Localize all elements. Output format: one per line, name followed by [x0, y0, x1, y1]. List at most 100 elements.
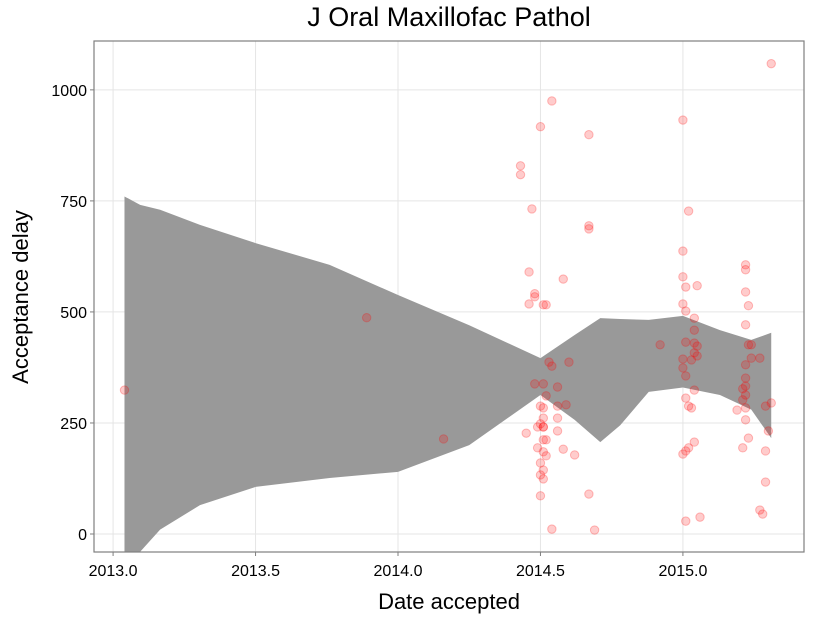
point — [538, 422, 549, 432]
point — [678, 354, 688, 364]
x-tick-label: 2013.5 — [231, 563, 280, 580]
point — [530, 292, 540, 302]
point — [538, 403, 549, 413]
point — [538, 300, 549, 310]
point — [760, 446, 771, 456]
point — [538, 474, 549, 484]
point — [746, 340, 756, 350]
x-axis-title: Date accepted — [378, 589, 520, 614]
point — [755, 505, 765, 515]
point — [732, 405, 742, 415]
point — [515, 161, 526, 171]
point — [678, 272, 688, 282]
point — [521, 428, 531, 438]
point — [689, 338, 700, 348]
point — [558, 274, 568, 284]
point — [743, 340, 754, 350]
panel-border — [93, 40, 805, 553]
point — [738, 384, 748, 394]
point — [740, 260, 751, 270]
point — [561, 400, 571, 410]
point — [689, 385, 700, 395]
point — [760, 477, 771, 487]
point — [541, 300, 551, 310]
point — [689, 313, 700, 323]
point — [535, 470, 546, 480]
y-tick-label: 250 — [60, 416, 87, 433]
point — [681, 337, 691, 347]
point — [738, 443, 748, 453]
point — [530, 379, 540, 389]
point — [678, 115, 688, 125]
point — [119, 385, 130, 395]
x-tick-label: 2014.0 — [374, 563, 423, 580]
point — [541, 451, 551, 461]
x-tick-label: 2014.5 — [516, 563, 565, 580]
point — [678, 449, 688, 459]
point — [527, 204, 537, 214]
point — [681, 393, 691, 403]
point — [655, 340, 665, 350]
point — [569, 450, 580, 460]
point — [766, 58, 776, 69]
point — [535, 491, 546, 501]
point — [740, 265, 751, 275]
point — [538, 413, 549, 423]
point — [538, 422, 549, 432]
point — [766, 398, 776, 408]
axes: 0 250 500 750 1000 2013.0 2013.5 2014.0 2014.5 20… — [51, 83, 707, 580]
y-tick-label: 500 — [60, 305, 87, 322]
confidence-band — [124, 196, 772, 552]
point — [515, 169, 526, 180]
point — [678, 299, 688, 309]
point — [740, 403, 751, 413]
point — [547, 96, 557, 106]
chart-title: J Oral Maxillofac Pathol — [307, 2, 591, 32]
x-tick-label: 2013.0 — [89, 563, 138, 580]
point — [740, 360, 751, 370]
point — [552, 401, 563, 411]
point — [538, 465, 549, 475]
y-tick-label: 0 — [78, 527, 87, 544]
point — [538, 435, 549, 445]
point — [763, 426, 774, 436]
point — [740, 381, 751, 391]
point — [564, 357, 574, 367]
point — [683, 443, 694, 453]
point — [743, 301, 754, 311]
point — [760, 401, 771, 411]
point — [538, 447, 549, 457]
point — [584, 224, 594, 234]
point — [552, 413, 563, 423]
y-axis-title: Acceptance delay — [8, 210, 33, 384]
point — [678, 363, 688, 373]
point — [681, 306, 691, 316]
point — [740, 390, 751, 400]
point — [743, 433, 754, 443]
point — [532, 443, 543, 453]
point — [552, 426, 563, 436]
point — [689, 437, 700, 447]
point — [692, 341, 702, 351]
point — [740, 287, 751, 297]
point — [547, 361, 557, 371]
point — [681, 371, 691, 381]
point — [541, 435, 551, 445]
point — [686, 355, 697, 365]
point — [681, 516, 691, 526]
point — [681, 446, 691, 456]
point — [558, 444, 568, 454]
point — [524, 267, 534, 277]
point — [738, 395, 748, 405]
point — [535, 458, 546, 468]
y-tick-label: 1000 — [51, 83, 87, 100]
point — [532, 422, 543, 432]
x-tick-label: 2015.0 — [658, 563, 707, 580]
plot-area — [119, 58, 776, 552]
point — [535, 419, 546, 429]
point — [538, 379, 549, 389]
point — [740, 320, 751, 330]
point — [584, 489, 594, 499]
